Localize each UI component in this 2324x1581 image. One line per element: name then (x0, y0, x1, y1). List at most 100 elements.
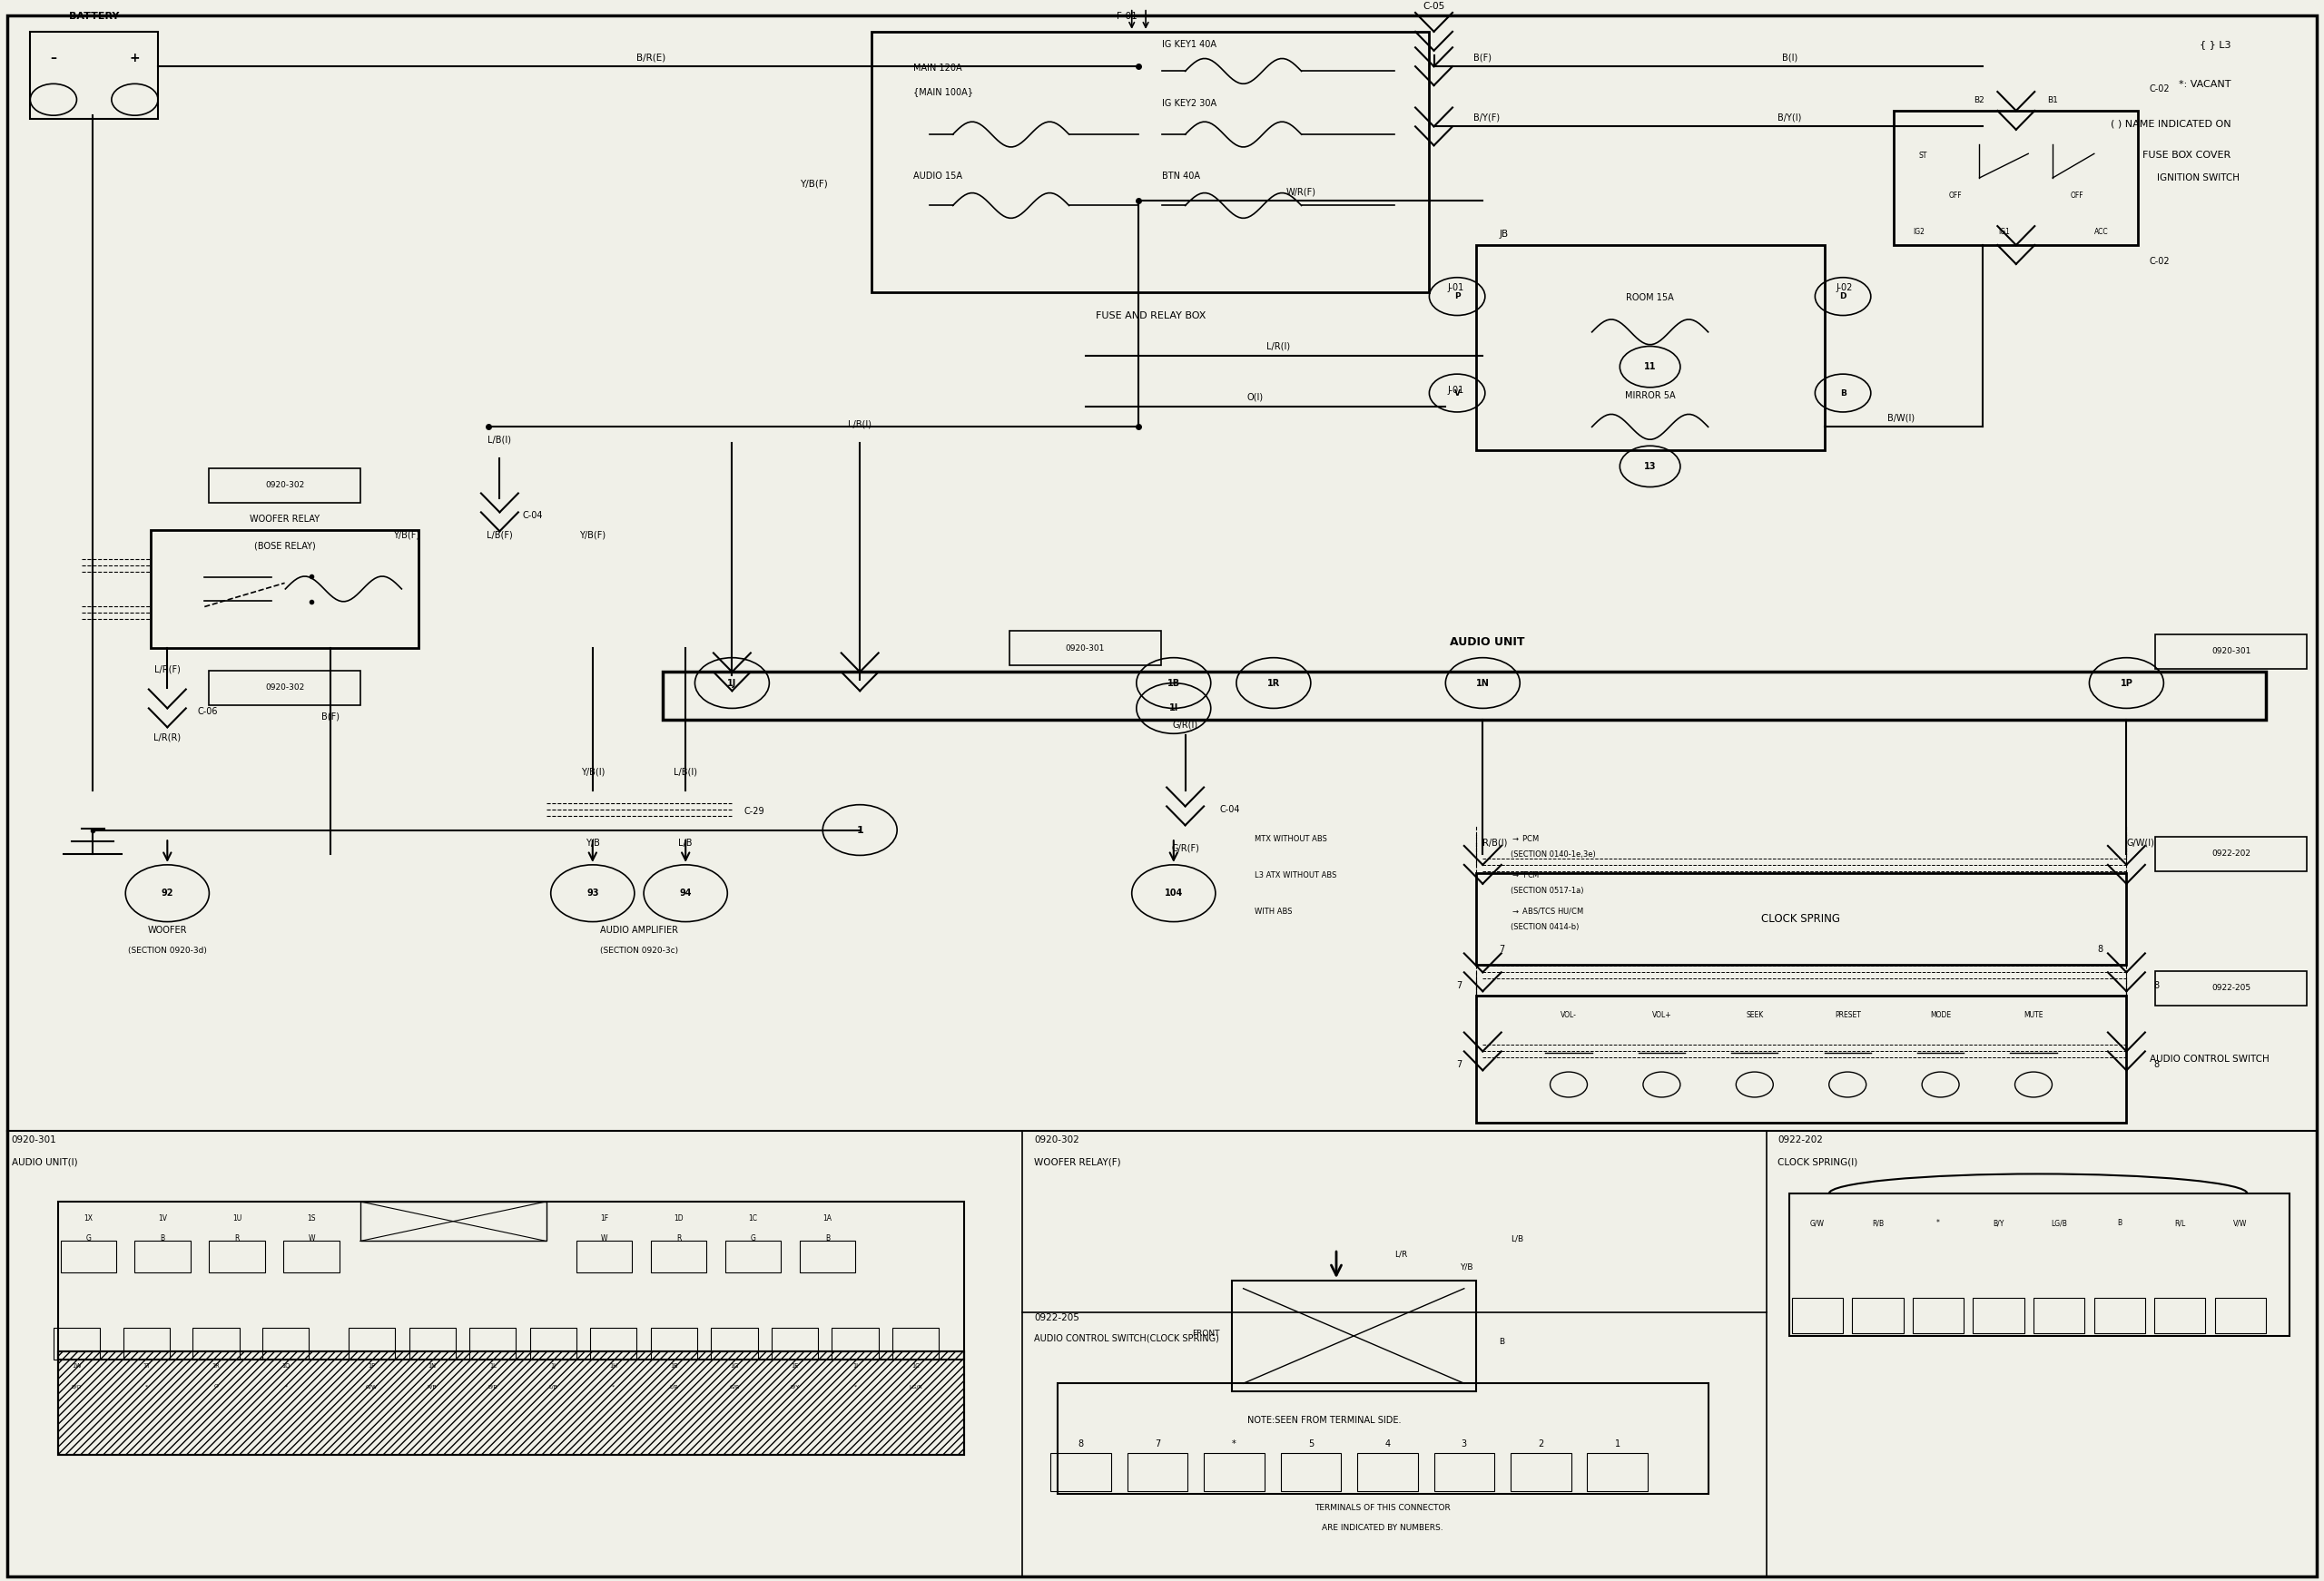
Text: 1E: 1E (790, 1363, 799, 1369)
Text: 3: 3 (1462, 1439, 1466, 1448)
Text: MIRROR 5A: MIRROR 5A (1624, 391, 1676, 400)
Text: B/Y(I): B/Y(I) (1778, 112, 1801, 122)
Bar (1973, 1298, 2024, 1333)
Text: FUSE AND RELAY BOX: FUSE AND RELAY BOX (1095, 311, 1206, 321)
Text: 1Q: 1Q (281, 1363, 290, 1369)
Text: V/W: V/W (2233, 1219, 2247, 1227)
Text: *: * (144, 1385, 149, 1390)
Text: 0920-302: 0920-302 (265, 683, 304, 692)
Bar (1281, 1453, 1341, 1491)
Bar (193, 1328, 239, 1360)
Text: 1W: 1W (72, 1363, 81, 1369)
Text: 1H: 1H (609, 1363, 618, 1369)
Text: 92: 92 (160, 889, 174, 898)
Bar (409, 1328, 456, 1360)
Text: C-02: C-02 (2150, 84, 2171, 93)
Text: ST: ST (1917, 152, 1927, 160)
Text: VOL-: VOL- (1562, 1010, 1576, 1020)
Text: FUSE BOX COVER: FUSE BOX COVER (2131, 150, 2231, 160)
Bar (209, 670, 360, 705)
Text: AUDIO CONTROL SWITCH(CLOCK SPRING): AUDIO CONTROL SWITCH(CLOCK SPRING) (1034, 1333, 1220, 1342)
Text: 1I: 1I (853, 1363, 858, 1369)
Bar (469, 1328, 516, 1360)
Text: NOTE:SEEN FROM TERMINAL SIDE.: NOTE:SEEN FROM TERMINAL SIDE. (1248, 1415, 1401, 1424)
Text: R/B(I): R/B(I) (1483, 838, 1508, 847)
Text: 1G: 1G (730, 1363, 739, 1369)
Text: WITH ABS: WITH ABS (1255, 907, 1292, 915)
Bar (1050, 1453, 1111, 1491)
Text: C-05: C-05 (1422, 2, 1446, 11)
Bar (1476, 873, 2126, 964)
Text: 0920-301: 0920-301 (2212, 647, 2250, 656)
Text: 1P: 1P (2119, 678, 2133, 688)
Text: L/R(R): L/R(R) (153, 732, 181, 741)
Text: L/B(I): L/B(I) (674, 767, 697, 776)
Text: ( ) NAME INDICATED ON: ( ) NAME INDICATED ON (2110, 119, 2231, 128)
Text: SEEK: SEEK (1745, 1010, 1764, 1020)
Bar (1357, 1453, 1418, 1491)
Text: B/Y: B/Y (1994, 1219, 2003, 1227)
Text: B/R(E): B/R(E) (637, 52, 665, 62)
Text: OFF: OFF (2071, 191, 2085, 199)
Text: R: R (676, 1235, 681, 1243)
Text: 0922-202: 0922-202 (2212, 849, 2250, 858)
Bar (1127, 1453, 1188, 1491)
Bar (135, 1241, 191, 1273)
Text: IG2: IG2 (1913, 228, 1924, 236)
Bar (151, 530, 418, 648)
Text: 0922-202: 0922-202 (1778, 1135, 1822, 1145)
Bar (1204, 1453, 1264, 1491)
Text: 4: 4 (1385, 1439, 1390, 1448)
Text: 0920-301: 0920-301 (12, 1135, 56, 1145)
Text: (SECTION 0920-3d): (SECTION 0920-3d) (128, 947, 207, 955)
Text: 7: 7 (1499, 944, 1504, 953)
Bar (1587, 1453, 1648, 1491)
Text: R/L: R/L (2175, 1219, 2185, 1227)
Bar (2215, 1298, 2266, 1333)
Text: 8: 8 (2154, 980, 2159, 990)
Text: Y/B: Y/B (1459, 1263, 1473, 1271)
Text: 7: 7 (1457, 980, 1462, 990)
Text: Y/B(F): Y/B(F) (393, 530, 421, 539)
Text: 13: 13 (1643, 462, 1657, 471)
Text: AUDIO CONTROL SWITCH: AUDIO CONTROL SWITCH (2150, 1055, 2268, 1064)
Text: *: * (284, 1385, 288, 1390)
Text: B/W(I): B/W(I) (1887, 413, 1915, 422)
Text: ARE INDICATED BY NUMBERS.: ARE INDICATED BY NUMBERS. (1322, 1524, 1443, 1532)
Text: 5: 5 (1308, 1439, 1313, 1448)
Text: 0920-301: 0920-301 (1067, 643, 1104, 653)
Text: *: VACANT: *: VACANT (2180, 79, 2231, 89)
Text: L/B(F): L/B(F) (486, 530, 514, 539)
Bar (892, 1328, 939, 1360)
Bar (60, 1241, 116, 1273)
Text: $\rightarrow$ TCM: $\rightarrow$ TCM (1511, 870, 1541, 879)
Bar (711, 1328, 758, 1360)
Text: 0922-205: 0922-205 (1034, 1312, 1078, 1322)
Text: Y/B(F): Y/B(F) (579, 530, 607, 539)
Bar (576, 1241, 632, 1273)
Bar (2154, 1298, 2205, 1333)
Bar (1511, 1453, 1571, 1491)
Text: C-06: C-06 (198, 707, 218, 716)
Bar (53, 1328, 100, 1360)
Text: 7: 7 (1155, 1439, 1160, 1448)
Text: Y/B: Y/B (586, 838, 600, 847)
Text: 104: 104 (1164, 889, 1183, 898)
Text: W/R(F): W/R(F) (1287, 187, 1315, 196)
Text: B2: B2 (1973, 96, 1985, 104)
Text: G/W(I): G/W(I) (2126, 838, 2154, 847)
Text: 7: 7 (1457, 1059, 1462, 1069)
Text: C-04: C-04 (1220, 805, 1241, 814)
Text: 1U: 1U (232, 1214, 242, 1222)
Text: WOOFER RELAY: WOOFER RELAY (249, 514, 321, 523)
Text: MAIN 120A: MAIN 120A (913, 63, 962, 73)
Text: PRESET: PRESET (1834, 1010, 1862, 1020)
Text: 1J: 1J (551, 1363, 555, 1369)
Bar (1476, 245, 1824, 451)
Text: 0920-302: 0920-302 (265, 481, 304, 490)
Bar (209, 1241, 265, 1273)
Bar (123, 1328, 170, 1360)
Bar (590, 1328, 637, 1360)
Text: 1X: 1X (84, 1214, 93, 1222)
Text: IG KEY2 30A: IG KEY2 30A (1162, 98, 1215, 108)
